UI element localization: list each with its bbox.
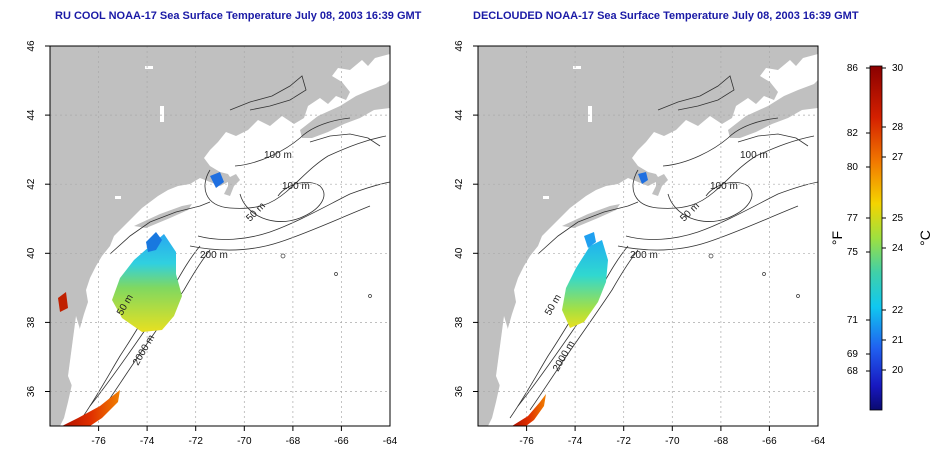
right-map: 100 m 100 m 50 m 200 m 50 m 2000 m: [477, 45, 819, 427]
left-lon-tick: -72: [188, 436, 203, 447]
colorbar-f-tick: 80: [847, 162, 859, 173]
colorbar-f-tick: 82: [847, 128, 859, 139]
left-lon-tick: -66: [334, 436, 349, 447]
colorbar-c-tick: 28: [892, 122, 904, 133]
sst-bay-spot-right: [638, 172, 648, 184]
colorbar: 86 82 80 77 75 71 69 68 30 28 27 25 24 2…: [829, 63, 933, 411]
left-lat-tick: 40: [26, 247, 37, 259]
right-lon-tick: -70: [665, 436, 680, 447]
right-lon-tick: -72: [616, 436, 631, 447]
left-lon-tick: -70: [237, 436, 252, 447]
right-lat-tick: 44: [454, 109, 465, 121]
colorbar-fahrenheit-label: °F: [829, 231, 845, 245]
colorbar-c-tick: 25: [892, 213, 904, 224]
sst-bay-spot-left: [210, 172, 224, 188]
left-map-frame: [49, 45, 391, 427]
colorbar-c-tick: 30: [892, 63, 904, 74]
sst-patch-left: [112, 234, 182, 332]
right-map-title: DECLOUDED NOAA-17 Sea Surface Temperatur…: [473, 10, 859, 22]
colorbar-f-tick: 75: [847, 247, 859, 258]
right-lat-tick: 36: [454, 386, 465, 398]
right-lon-tick: -68: [714, 436, 729, 447]
sst-warm-strip-left: [62, 390, 120, 426]
right-lat-tick: 40: [454, 247, 465, 259]
colorbar-c-tick: 20: [892, 365, 904, 376]
sst-patch-right: [562, 240, 608, 328]
colorbar-celsius-label: °C: [917, 230, 933, 246]
right-lon-tick: -74: [568, 436, 583, 447]
left-lat-tick: 38: [26, 316, 37, 328]
colorbar-c-tick: 24: [892, 243, 904, 254]
sst-warm-strip-right: [512, 394, 546, 426]
colorbar-gradient: [869, 65, 883, 411]
left-map: 100 m 100 m 50 m 200 m 50 m 2000 m: [49, 45, 391, 427]
sst-blue-spot-right: [584, 232, 596, 248]
right-lon-tick: -76: [519, 436, 534, 447]
left-lat-tick: 36: [26, 386, 37, 398]
contour-label-100m-a: 100 m: [740, 150, 768, 161]
left-lon-tick: -76: [91, 436, 106, 447]
right-lat-tick: 46: [454, 40, 465, 52]
left-axes: -76 -74 -72 -70 -68 -66 -64 36 38 40 42 …: [26, 40, 398, 447]
right-lat-tick: 38: [454, 316, 465, 328]
left-map-title: RU COOL NOAA-17 Sea Surface Temperature …: [55, 10, 422, 22]
colorbar-f-tick: 86: [847, 63, 859, 74]
colorbar-c-tick: 22: [892, 305, 904, 316]
right-map-frame: [477, 45, 819, 427]
right-lon-tick: -66: [762, 436, 777, 447]
sst-warm-spot-left: [58, 292, 68, 312]
contour-label-200m: 200 m: [200, 250, 228, 261]
contour-label-100m-b: 100 m: [710, 181, 738, 192]
left-lat-tick: 46: [26, 40, 37, 52]
colorbar-f-tick: 77: [847, 213, 859, 224]
left-lat-tick: 42: [26, 178, 37, 190]
left-lon-tick: -74: [140, 436, 155, 447]
sst-blue-spot-left: [146, 232, 162, 252]
contour-label-100m-b: 100 m: [282, 181, 310, 192]
left-lat-tick: 44: [26, 109, 37, 121]
contour-label-100m-a: 100 m: [264, 150, 292, 161]
colorbar-f-tick: 68: [847, 366, 859, 377]
right-axes: -76 -74 -72 -70 -68 -66 -64 36 38 40 42 …: [454, 40, 826, 447]
right-lon-tick: -64: [811, 436, 826, 447]
left-lon-tick: -68: [286, 436, 301, 447]
colorbar-f-tick: 71: [847, 315, 859, 326]
contour-label-200m: 200 m: [630, 250, 658, 261]
colorbar-c-tick: 27: [892, 152, 904, 163]
colorbar-c-tick: 21: [892, 335, 904, 346]
right-lat-tick: 42: [454, 178, 465, 190]
left-lon-tick: -64: [383, 436, 398, 447]
colorbar-f-tick: 69: [847, 349, 859, 360]
